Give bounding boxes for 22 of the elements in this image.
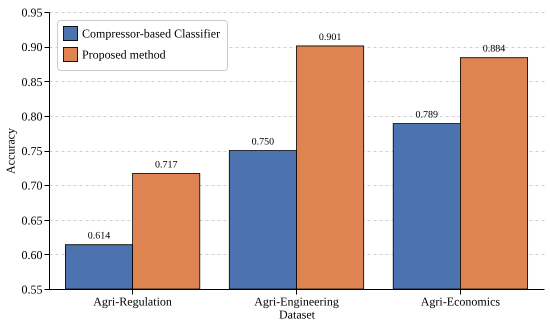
data-label: 0.789 xyxy=(416,109,438,120)
x-tick-label: Agri-Regulation xyxy=(93,294,172,308)
y-tick-label: 0.85 xyxy=(22,74,42,89)
x-tick-label: Agri-Engineering xyxy=(254,294,339,308)
y-tick-label: 0.55 xyxy=(22,282,42,296)
data-label: 0.750 xyxy=(252,136,274,148)
y-tick-label: 0.95 xyxy=(22,6,42,20)
legend-label: Proposed method xyxy=(82,48,166,62)
x-tick-label: Agri-Economics xyxy=(420,294,500,308)
data-label: 0.884 xyxy=(482,44,506,55)
legend-label: Compressor-based Classifier xyxy=(82,26,220,40)
y-tick-label: 0.65 xyxy=(22,213,42,228)
y-tick-label: 0.60 xyxy=(22,248,42,262)
y-tick-label: 0.75 xyxy=(22,144,42,158)
x-axis-title: Dataset xyxy=(279,308,316,322)
y-tick-label: 0.90 xyxy=(22,40,42,54)
data-label: 0.614 xyxy=(88,230,110,242)
data-label: 0.901 xyxy=(318,32,342,43)
y-tick-label: 0.70 xyxy=(22,178,42,193)
y-axis-title: Accuracy xyxy=(4,128,18,174)
data-label: 0.717 xyxy=(154,159,178,170)
y-tick-label: 0.80 xyxy=(22,109,42,124)
